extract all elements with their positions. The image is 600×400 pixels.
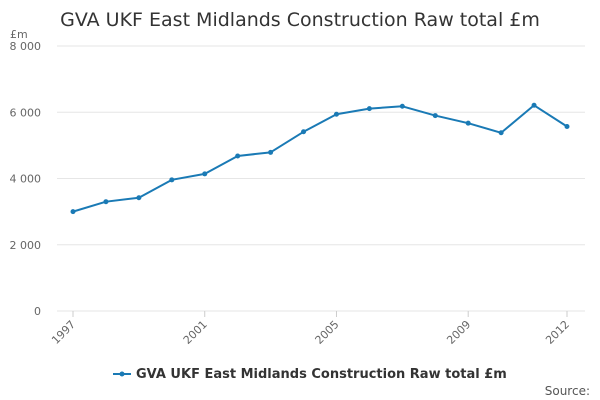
data-point[interactable] <box>202 171 208 177</box>
chart-title: GVA UKF East Midlands Construction Raw t… <box>60 9 540 31</box>
x-tick-label: 2012 <box>543 318 572 347</box>
data-point[interactable] <box>399 103 405 109</box>
data-point[interactable] <box>564 123 570 129</box>
source-label: Source: <box>545 384 590 398</box>
data-point[interactable] <box>136 195 142 201</box>
data-point[interactable] <box>169 177 175 183</box>
data-point[interactable] <box>531 102 537 108</box>
x-tick-label: 2001 <box>181 318 210 347</box>
x-tick-label: 2009 <box>444 318 473 347</box>
series-line <box>72 104 568 213</box>
data-point[interactable] <box>70 209 76 215</box>
data-point[interactable] <box>268 149 274 155</box>
x-tick-label: 1997 <box>49 318 78 347</box>
data-point[interactable] <box>301 129 307 135</box>
y-axis-ticks: 0 2 000 4 000 6 000 8 000 <box>10 40 42 318</box>
x-axis-ticks: 1997 2001 2005 2009 2012 <box>49 311 572 347</box>
y-tick-label: 0 <box>34 305 41 318</box>
data-point[interactable] <box>103 199 109 205</box>
y-tick-label: 2 000 <box>10 239 42 252</box>
y-tick-label: 4 000 <box>10 173 42 186</box>
x-tick-label: 2005 <box>313 318 342 347</box>
data-point[interactable] <box>366 106 372 112</box>
data-point[interactable] <box>333 111 339 117</box>
y-tick-label: 6 000 <box>10 106 42 119</box>
legend-label: GVA UKF East Midlands Construction Raw t… <box>136 367 507 382</box>
grid-lines <box>57 45 585 312</box>
series-layer <box>70 102 570 215</box>
y-axis-unit-label: £m <box>10 28 28 41</box>
legend-marker <box>119 371 125 377</box>
y-tick-label: 8 000 <box>10 40 42 53</box>
data-point[interactable] <box>498 130 504 136</box>
data-point[interactable] <box>235 153 241 159</box>
data-point[interactable] <box>465 120 471 126</box>
legend[interactable]: GVA UKF East Midlands Construction Raw t… <box>113 367 507 382</box>
data-point[interactable] <box>432 113 438 119</box>
